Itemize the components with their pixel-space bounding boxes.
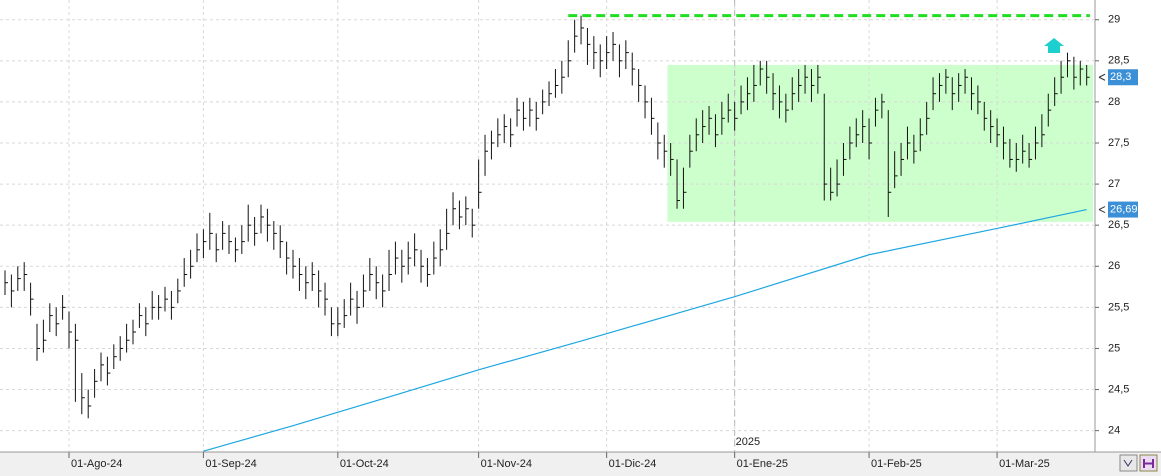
- x-axis-strip: [0, 452, 1161, 476]
- x-tick-label: 01-Ene-25: [737, 458, 788, 470]
- y-tick-label: 29: [1108, 14, 1120, 26]
- x-tick-label: 01-Nov-24: [481, 458, 532, 470]
- x-tick-label: 01-Dic-24: [609, 458, 657, 470]
- y-tick-label: 27,5: [1108, 137, 1129, 149]
- y-tick-label: 26,5: [1108, 219, 1129, 231]
- x-tick-label: 01-Oct-24: [340, 458, 389, 470]
- y-tick-label: 28,5: [1108, 55, 1129, 67]
- x-tick-label: 01-Sep-24: [205, 458, 256, 470]
- y-tick-label: 26: [1108, 260, 1120, 272]
- y-tick-label: 25: [1108, 342, 1120, 354]
- y-tick-label: 25,5: [1108, 301, 1129, 313]
- y-tick-label: 28: [1108, 96, 1120, 108]
- moving-average-line: [203, 208, 1087, 452]
- price-tag-pointer: [1098, 73, 1106, 81]
- price-tag-pointer: [1098, 206, 1106, 214]
- price-tag: [1108, 69, 1138, 86]
- y-tick-label: 27: [1108, 178, 1120, 190]
- price-tag-label: 28,3: [1110, 71, 1131, 83]
- plot: [0, 0, 1095, 452]
- price-tag: [1108, 201, 1138, 218]
- y-tick-label: 24: [1108, 425, 1120, 437]
- year-label: 2025: [736, 436, 760, 448]
- price-tag-label: 26,69: [1110, 203, 1138, 215]
- scale-button[interactable]: [1119, 454, 1138, 472]
- x-tick-label: 01-Mar-25: [999, 458, 1050, 470]
- up-arrow-icon: [1044, 38, 1064, 53]
- y-tick-label: 24,5: [1108, 383, 1129, 395]
- hold-icon: [1143, 459, 1154, 468]
- x-tick-label: 01-Feb-25: [871, 458, 922, 470]
- x-tick-label: 01-Ago-24: [71, 458, 122, 470]
- scale-icon: [1123, 459, 1133, 467]
